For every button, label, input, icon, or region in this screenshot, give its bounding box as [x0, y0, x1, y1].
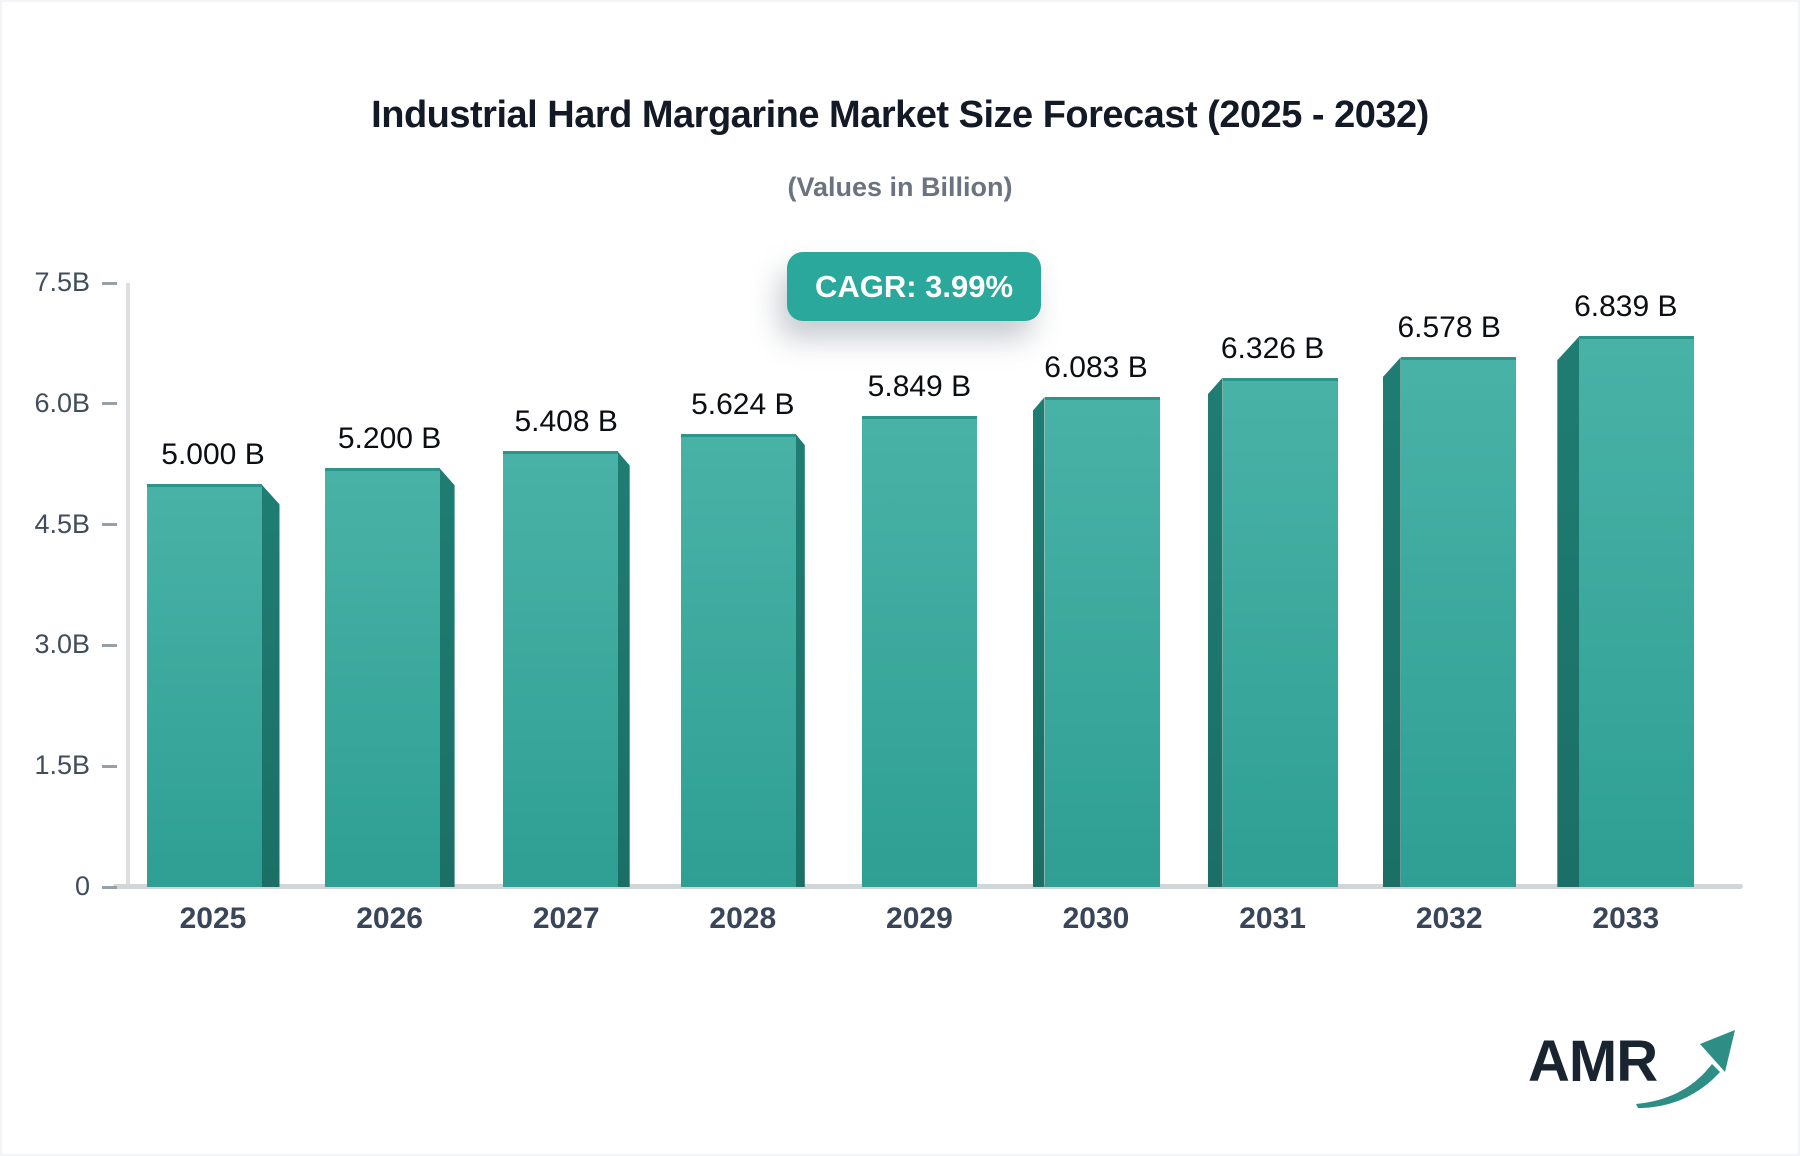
y-tick-mark — [102, 764, 117, 768]
y-tick-mark — [102, 523, 117, 527]
bar-side — [261, 484, 280, 887]
bar-value-label: 6.578 B — [1397, 311, 1501, 345]
amr-logo-text: AMR — [1528, 1029, 1658, 1094]
cagr-badge-label: CAGR: 3.99% — [814, 268, 1014, 304]
x-tick-label: 2027 — [532, 902, 600, 935]
y-tick-label: 1.5B — [34, 750, 90, 781]
x-tick-label: 2029 — [886, 902, 953, 935]
chart-title: Industrial Hard Margarine Market Size Fo… — [371, 94, 1429, 136]
x-tick-label: 2033 — [1592, 902, 1660, 935]
x-tick-label: 2030 — [1062, 902, 1130, 935]
bar-face — [1579, 336, 1695, 887]
bar-face — [324, 468, 440, 887]
bar-value-label: 5.000 B — [161, 438, 265, 472]
bar-value-label: 6.326 B — [1220, 331, 1325, 365]
bar-value-label: 5.200 B — [337, 422, 442, 456]
bar-face — [1400, 357, 1516, 887]
y-tick-label: 3.0B — [34, 629, 90, 660]
y-tick-label: 7.5B — [34, 267, 90, 297]
bar-face — [680, 434, 796, 887]
y-tick-mark — [102, 885, 117, 889]
bar-face — [502, 451, 618, 887]
bar-side — [1032, 397, 1045, 887]
y-tick-mark — [102, 281, 117, 285]
bar-side — [1557, 336, 1580, 887]
y-tick-mark — [102, 643, 117, 647]
bar-face — [1222, 377, 1338, 887]
amr-logo: AMR — [1528, 1028, 1735, 1118]
bar-value-label: 5.849 B — [867, 369, 972, 403]
y-axis-line — [126, 283, 130, 887]
bar-side — [1207, 377, 1223, 887]
bar-side — [1382, 357, 1401, 887]
y-tick-label: 4.5B — [34, 508, 90, 539]
y-tick-label: 6.0B — [34, 387, 90, 418]
bar-value-label: 5.624 B — [691, 388, 795, 422]
cagr-badge: CAGR: 3.99% — [787, 252, 1041, 321]
bar-side — [795, 434, 805, 887]
bar-side — [617, 451, 630, 887]
bar-face — [1044, 397, 1160, 887]
bar-face — [146, 484, 262, 887]
y-tick-label: 0 — [74, 871, 90, 901]
bar-side — [439, 468, 455, 887]
bar-value-label: 6.083 B — [1044, 351, 1148, 385]
bar-value-label: 6.839 B — [1574, 290, 1678, 324]
x-tick-label: 2028 — [709, 902, 777, 935]
growth-arrow-icon — [1636, 1030, 1735, 1108]
bar-value-label: 5.408 B — [514, 405, 618, 439]
x-tick-label: 2026 — [356, 902, 423, 935]
x-tick-label: 2031 — [1239, 902, 1306, 935]
y-tick-mark — [102, 402, 117, 406]
bar-face — [861, 415, 977, 887]
chart-subtitle: (Values in Billion) — [787, 172, 1013, 202]
x-tick-label: 2032 — [1415, 902, 1483, 935]
x-tick-label: 2025 — [179, 902, 247, 935]
